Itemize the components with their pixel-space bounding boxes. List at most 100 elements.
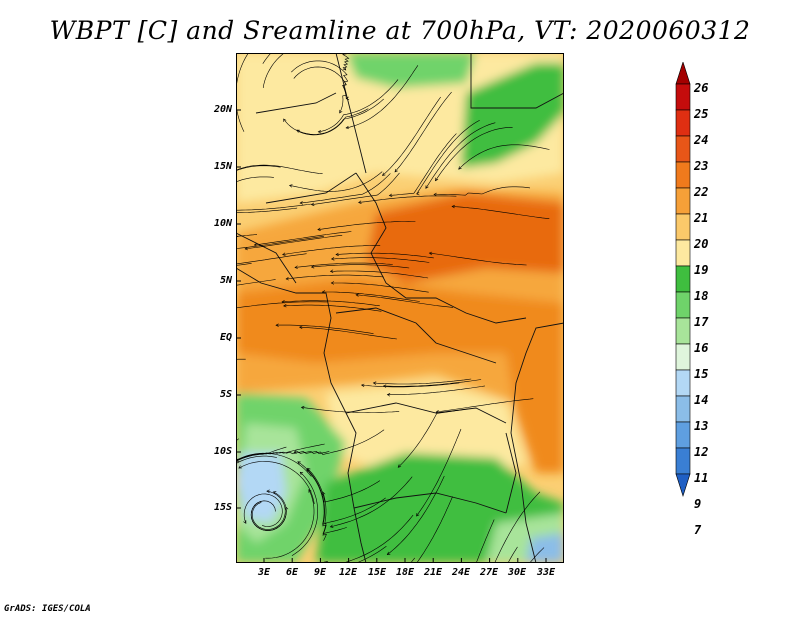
streamline <box>311 264 410 269</box>
wbpt-area-22 <box>236 278 564 363</box>
streamline <box>387 475 445 555</box>
streamline <box>416 428 462 517</box>
streamline-arrow <box>435 409 440 414</box>
streamline <box>358 195 457 203</box>
streamline-arrow <box>330 281 335 285</box>
colorbar-arrow-top <box>675 62 691 85</box>
streamline <box>318 79 399 133</box>
streamline <box>251 490 286 530</box>
streamline-arrow <box>296 129 300 133</box>
streamline-arrow <box>285 276 289 281</box>
streamlines <box>236 53 550 563</box>
streamline <box>236 207 298 213</box>
streamline <box>299 326 397 340</box>
streamline-arrow <box>360 383 365 388</box>
streamline-arrow <box>322 491 326 496</box>
streamline-arrow <box>299 201 304 205</box>
map-ticks <box>236 109 547 563</box>
streamline <box>335 252 434 259</box>
streamline-arrow <box>283 118 287 123</box>
streamline <box>306 469 347 535</box>
streamline-arrow <box>382 384 387 388</box>
colorbar-segment <box>675 109 691 137</box>
wbpt-area-13-se <box>526 533 564 563</box>
lat-label-10n: 10N <box>213 218 232 229</box>
colorbar-segment <box>675 161 691 189</box>
lon-label-33e: 33E <box>536 567 556 578</box>
streamline-arrow <box>308 489 312 493</box>
streamline <box>322 291 420 302</box>
lat-label-10s: 10S <box>213 446 232 457</box>
streamline-arrow <box>386 551 391 555</box>
lon-label-21e: 21E <box>423 567 443 578</box>
colorbar-segment <box>675 317 691 345</box>
colorbar-segment <box>675 265 691 293</box>
colorbar-label-21: 21 <box>694 211 709 225</box>
colorbar-label-18: 18 <box>694 289 709 303</box>
footer-credit: GrADS: IGES/COLA <box>4 604 91 614</box>
streamline-arrow <box>300 405 305 410</box>
streamline <box>429 252 527 266</box>
streamline <box>383 379 482 387</box>
coastlines-borders <box>236 53 564 563</box>
streamline-arrow <box>372 381 377 385</box>
streamline <box>373 378 472 385</box>
streamline <box>394 91 452 173</box>
streamline <box>346 65 419 129</box>
streamline-arrow <box>342 67 347 71</box>
streamline <box>529 547 545 563</box>
wbpt-area-17-n <box>346 53 476 88</box>
streamline-arrow <box>451 204 455 209</box>
colorbar-label-14: 14 <box>694 393 709 407</box>
streamline-arrow <box>345 125 350 130</box>
streamline-arrow <box>388 193 393 197</box>
streamline-arrow <box>397 464 402 468</box>
colorbar-label-9: 9 <box>694 497 702 511</box>
streamline <box>307 468 381 503</box>
streamline <box>507 546 518 563</box>
streamline-arrow <box>317 227 321 231</box>
lon-label-9e: 9E <box>313 567 327 578</box>
colorbar-label-22: 22 <box>694 185 709 199</box>
streamline-arrow <box>345 96 350 100</box>
streamline-arrow <box>253 242 258 247</box>
streamline <box>291 60 349 99</box>
streamline <box>291 471 318 556</box>
streamline-arrow <box>272 491 277 495</box>
streamline <box>294 262 393 268</box>
streamline <box>425 122 496 189</box>
colorbar-arrow-bottom <box>675 473 691 497</box>
streamline <box>458 144 550 170</box>
lon-label-24e: 24E <box>451 567 471 578</box>
colorbar-segment <box>675 187 691 215</box>
colorbar-segment <box>675 239 691 267</box>
streamline <box>281 300 380 307</box>
colorbar-label-23: 23 <box>694 159 709 173</box>
streamline-arrow <box>293 450 297 454</box>
colorbar-segment <box>675 369 691 397</box>
streamline <box>452 206 550 219</box>
streamline <box>265 489 315 559</box>
streamline <box>330 270 429 279</box>
streamline-arrow <box>335 252 339 257</box>
streamline-arrow <box>288 184 293 188</box>
streamline <box>293 66 347 114</box>
streamline-arrow <box>330 257 335 261</box>
streamline <box>236 236 324 249</box>
streamline <box>236 443 325 461</box>
streamline-arrow <box>294 265 298 269</box>
streamline <box>236 301 328 309</box>
lat-label-15s: 15S <box>213 502 232 513</box>
streamline <box>236 165 281 172</box>
streamline <box>300 173 391 204</box>
wbpt-fill <box>236 53 564 563</box>
streamline-arrow <box>416 191 420 196</box>
colorbar-label-20: 20 <box>694 237 709 251</box>
streamline <box>475 519 495 563</box>
colorbar-segment <box>675 135 691 163</box>
colorbar-segment <box>675 421 691 449</box>
streamline <box>283 108 369 136</box>
streamline-arrow <box>358 200 362 204</box>
streamline <box>262 53 285 88</box>
map-frame <box>236 53 564 563</box>
